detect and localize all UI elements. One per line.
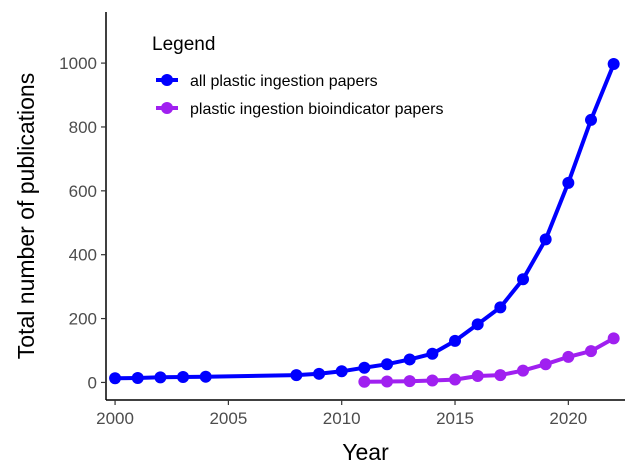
data-point xyxy=(494,369,507,382)
legend-label: all plastic ingestion papers xyxy=(190,73,378,90)
x-tick-label: 2020 xyxy=(549,409,587,428)
data-point xyxy=(426,347,439,360)
data-point xyxy=(607,332,620,345)
data-point xyxy=(539,233,552,246)
legend-key-marker xyxy=(161,74,173,86)
y-tick-label: 0 xyxy=(88,373,97,392)
data-point xyxy=(517,364,530,377)
legend-item: all plastic ingestion papers xyxy=(156,73,378,90)
data-point xyxy=(199,370,212,383)
data-point xyxy=(539,358,552,371)
data-point xyxy=(131,371,144,384)
data-point xyxy=(517,273,530,286)
legend: Legend all plastic ingestion papers plast… xyxy=(152,34,443,118)
data-point xyxy=(585,113,598,126)
legend-label: plastic ingestion bioindicator papers xyxy=(190,101,443,118)
legend-key-marker xyxy=(161,102,173,114)
x-tick-label: 2005 xyxy=(209,409,247,428)
x-tick-label: 2000 xyxy=(96,409,134,428)
data-point xyxy=(358,361,371,374)
y-axis-ticks: 0 200 400 600 800 1000 xyxy=(59,54,106,392)
data-point xyxy=(471,370,484,383)
data-point xyxy=(381,358,394,371)
data-point xyxy=(358,375,371,388)
data-point xyxy=(562,176,575,189)
series-bioindicator-papers xyxy=(358,332,620,388)
data-point xyxy=(290,369,303,382)
data-point xyxy=(335,365,348,378)
data-point xyxy=(607,58,620,71)
data-point xyxy=(449,373,462,386)
data-point xyxy=(449,334,462,347)
data-point xyxy=(313,367,326,380)
data-point xyxy=(381,375,394,388)
x-axis-ticks: 2000 2005 2010 2015 2020 xyxy=(96,400,587,428)
series-all-papers xyxy=(109,58,620,385)
y-tick-label: 400 xyxy=(69,246,97,265)
x-axis-title: Year xyxy=(342,439,389,464)
data-point xyxy=(109,372,122,385)
y-tick-label: 600 xyxy=(69,182,97,201)
x-tick-label: 2010 xyxy=(323,409,361,428)
x-tick-label: 2015 xyxy=(436,409,474,428)
axes xyxy=(105,12,625,401)
data-point xyxy=(585,345,598,358)
data-point xyxy=(562,350,575,363)
data-point xyxy=(403,353,416,366)
data-point xyxy=(154,371,167,384)
y-axis-title: Total number of publications xyxy=(13,73,39,359)
y-tick-label: 200 xyxy=(69,310,97,329)
data-point xyxy=(426,374,439,387)
plot-area xyxy=(109,58,620,388)
legend-title: Legend xyxy=(152,34,215,55)
y-tick-label: 1000 xyxy=(59,54,97,73)
data-point xyxy=(471,318,484,331)
legend-item: plastic ingestion bioindicator papers xyxy=(156,101,443,118)
data-point xyxy=(494,301,507,314)
data-point xyxy=(177,371,190,384)
y-tick-label: 800 xyxy=(69,118,97,137)
data-point xyxy=(403,375,416,388)
